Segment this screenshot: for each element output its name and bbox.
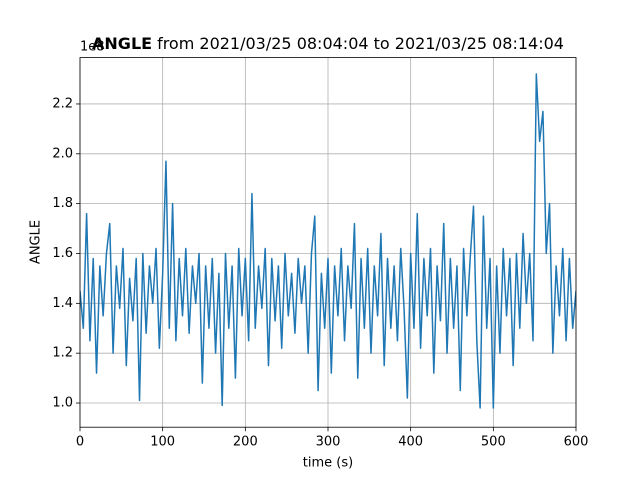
y-axis-label: ANGLE [29,220,44,264]
chart-title: ANGLE from 2021/03/25 08:04:04 to 2021/03… [92,34,564,53]
y-tick-label: 1.0 [52,396,73,411]
title-text: from 2021/03/25 08:04:04 to 2021/03/25 0… [157,34,564,53]
x-tick-label: 400 [398,435,423,450]
x-tick-label: 0 [76,435,84,450]
x-tick-label: 500 [481,435,506,450]
x-axis-label: time (s) [303,456,353,471]
y-tick-label: 2.2 [52,96,73,111]
x-tick-label: 200 [233,435,258,450]
data-line [80,73,576,409]
offset-label: 1e8 [80,40,105,55]
y-tick-label: 1.8 [52,196,73,211]
plot-frame [79,57,577,428]
x-tick-label: 600 [564,435,589,450]
x-tick-label: 300 [316,435,341,450]
title-bold: ANGLE [92,34,152,53]
y-tick-label: 1.2 [52,346,73,361]
y-tick-label: 1.4 [52,296,73,311]
y-tick-label: 2.0 [52,146,73,161]
x-tick-label: 100 [150,435,175,450]
y-tick-label: 1.6 [52,246,73,261]
